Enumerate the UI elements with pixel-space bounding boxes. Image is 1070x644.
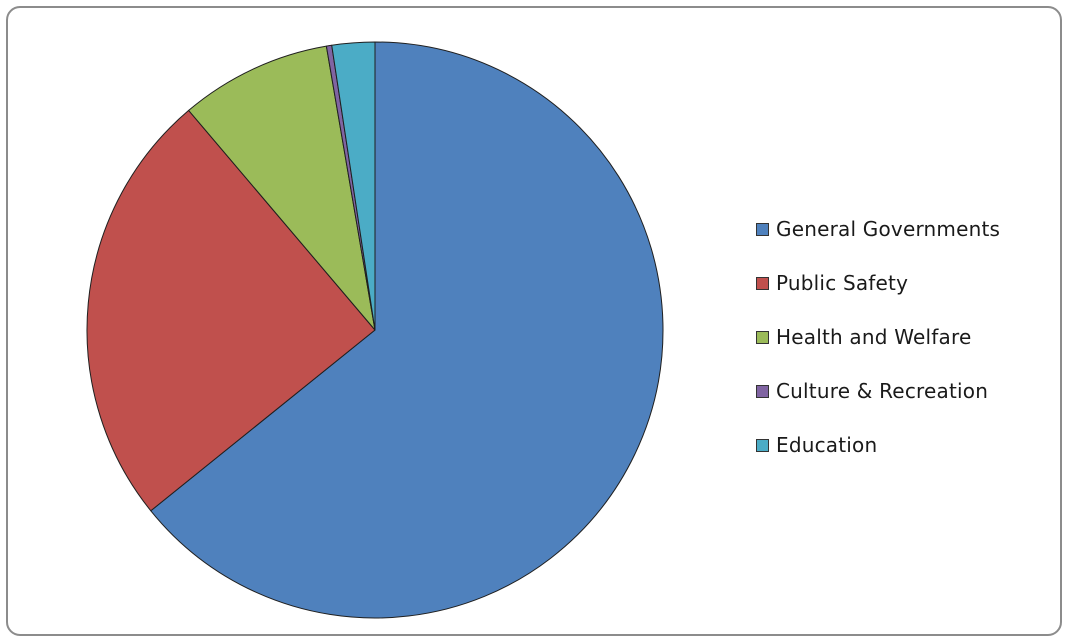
pie-slice-health-and-welfare <box>188 45 376 331</box>
legend-item-public-safety: Public Safety <box>756 256 1056 310</box>
legend-item-culture-recreation: Culture & Recreation <box>756 364 1056 418</box>
legend-swatch <box>756 330 769 344</box>
legend-label: Public Safety <box>776 271 909 295</box>
legend-swatch <box>756 384 769 398</box>
pie-slice-education <box>331 41 376 331</box>
legend-item-general-governments: General Governments <box>756 202 1056 256</box>
legend-swatch <box>756 276 769 290</box>
legend-swatch <box>756 438 769 452</box>
pie-slice-general-governments <box>150 41 664 619</box>
legend-label: Culture & Recreation <box>776 379 989 403</box>
legend-label: General Governments <box>776 217 1001 241</box>
pie-slice-public-safety <box>86 109 376 512</box>
legend-item-health-and-welfare: Health and Welfare <box>756 310 1056 364</box>
legend-swatch <box>756 222 769 236</box>
legend-label: Education <box>776 433 878 457</box>
legend-label: Health and Welfare <box>776 325 972 349</box>
legend: General Governments Public Safety Health… <box>756 202 1056 472</box>
legend-item-education: Education <box>756 418 1056 472</box>
